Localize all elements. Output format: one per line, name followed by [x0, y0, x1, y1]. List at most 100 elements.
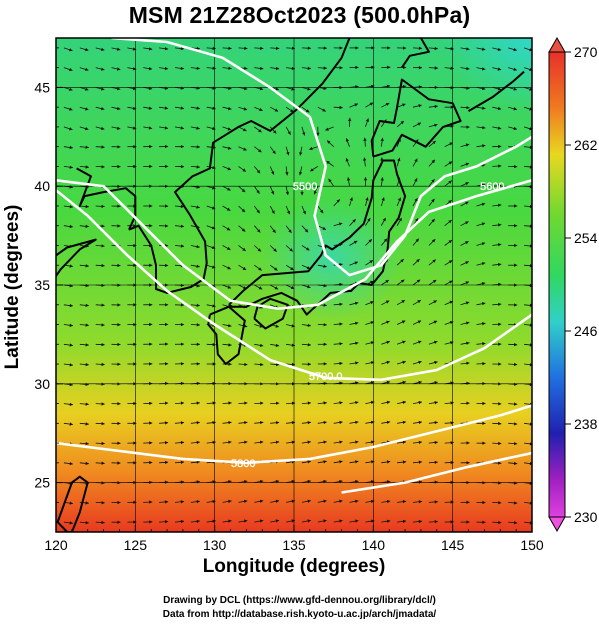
- wind-vector-head: [243, 286, 247, 290]
- wind-vector-head: [304, 228, 309, 233]
- wind-vector-head: [418, 85, 422, 89]
- colorbar-bottom-arrow: [548, 516, 566, 533]
- wind-vector-head: [514, 243, 518, 248]
- wind-vector-head: [101, 165, 105, 169]
- coastline: [401, 38, 430, 69]
- wind-vector-head: [514, 204, 518, 208]
- wind-vector-head: [346, 177, 351, 181]
- wind-vector-head: [291, 519, 295, 523]
- wind-vector-head: [370, 84, 375, 88]
- wind-vector-head: [116, 47, 121, 51]
- wind-vector-head: [415, 238, 419, 243]
- wind-vector-head: [196, 323, 200, 327]
- wind-vector-head: [258, 267, 262, 271]
- wind-vector-head: [397, 157, 401, 162]
- wind-vector-head: [149, 421, 153, 425]
- wind-vector-head: [133, 145, 137, 149]
- wind-vector-head: [226, 227, 231, 231]
- wind-vector-head: [414, 198, 418, 202]
- wind-vector-head: [101, 382, 105, 386]
- wind-vector-head: [383, 119, 387, 123]
- wind-vector-head: [85, 47, 89, 52]
- wind-vector-head: [498, 520, 502, 525]
- wind-vector-head: [165, 224, 169, 228]
- y-tick-label: 45: [34, 79, 50, 95]
- wind-vector-head: [101, 501, 105, 505]
- wind-vector-head: [101, 481, 105, 485]
- wind-vector-head: [466, 461, 470, 465]
- wind-vector-head: [386, 519, 391, 523]
- wind-vector-head: [149, 441, 153, 445]
- wind-vector-head: [418, 380, 422, 385]
- wind-vector-head: [323, 264, 327, 268]
- wind-vector-head: [149, 184, 153, 188]
- wind-vector-head: [260, 421, 264, 425]
- wind-vector-head: [180, 224, 184, 228]
- wind-vector-head: [85, 461, 89, 466]
- wind-vector-head: [387, 65, 391, 69]
- wind-vector-head: [482, 322, 486, 326]
- wind-vector-head: [513, 501, 518, 505]
- wind-vector-head: [148, 47, 153, 51]
- wind-vector-head: [196, 480, 200, 484]
- wind-vector-head: [165, 381, 169, 386]
- wind-vector-head: [402, 360, 406, 364]
- wind-vector-head: [397, 197, 401, 202]
- wind-vector-head: [465, 201, 469, 205]
- wind-vector-head: [320, 209, 324, 214]
- wind-vector-head: [276, 382, 280, 386]
- wind-vector-head: [355, 85, 359, 89]
- wind-vector-head: [354, 103, 358, 107]
- map-plot-area: 5500 5600 5700.0 5800: [56, 38, 532, 532]
- wind-vector-head: [228, 106, 232, 111]
- wind-vector-head: [418, 46, 422, 50]
- wind-vector-head: [260, 362, 264, 367]
- wind-vector-head: [212, 480, 216, 484]
- colorbar: 270 262 254 246 238 230: [548, 36, 598, 533]
- y-tick-label: 30: [34, 376, 50, 392]
- wind-vector-head: [243, 147, 247, 151]
- wind-vector-head: [85, 145, 89, 149]
- wind-vector-head: [307, 87, 311, 91]
- wind-vector-head: [69, 303, 73, 308]
- wind-vector-head: [307, 479, 311, 484]
- wind-vector-head: [149, 460, 153, 465]
- contour-label: 5500: [293, 181, 317, 193]
- wind-vector-head: [212, 342, 216, 347]
- wind-vector-head: [256, 209, 260, 214]
- wind-vector-head: [148, 106, 153, 110]
- wind-vector-head: [196, 460, 200, 464]
- x-axis-label: Longitude (degrees): [202, 556, 386, 577]
- wind-vector-head: [450, 401, 454, 405]
- wind-vector-head: [243, 324, 248, 328]
- wind-vector-head: [244, 421, 248, 425]
- wind-vector-head: [482, 441, 486, 445]
- wind-vector-head: [349, 197, 353, 201]
- wind-vector-head: [196, 421, 200, 425]
- wind-vector-head: [381, 197, 385, 201]
- wind-vector-head: [85, 224, 89, 228]
- coastline: [253, 297, 289, 330]
- wind-vector-head: [212, 499, 216, 504]
- wind-vector-head: [212, 401, 216, 405]
- wind-vector-head: [117, 164, 121, 169]
- wind-vector-head: [116, 106, 121, 111]
- wind-vector-head: [323, 323, 327, 327]
- wind-vector-head: [275, 66, 280, 71]
- wind-vector-head: [133, 164, 137, 169]
- wind-vector-head: [402, 420, 406, 424]
- wind-vector-head: [212, 186, 216, 190]
- wind-vector-head: [465, 143, 470, 147]
- wind-vector-head: [69, 185, 73, 189]
- wind-vector-head: [466, 441, 470, 445]
- wind-vector-head: [117, 323, 121, 327]
- wind-vector-head: [513, 461, 518, 466]
- wind-vector-head: [180, 519, 184, 524]
- coastlines: [56, 38, 525, 532]
- wind-vector-head: [244, 66, 248, 70]
- wind-vector-head: [148, 66, 153, 71]
- wind-vector-head: [117, 402, 121, 406]
- wind-vector-head: [514, 303, 518, 307]
- wind-vector-head: [338, 222, 343, 226]
